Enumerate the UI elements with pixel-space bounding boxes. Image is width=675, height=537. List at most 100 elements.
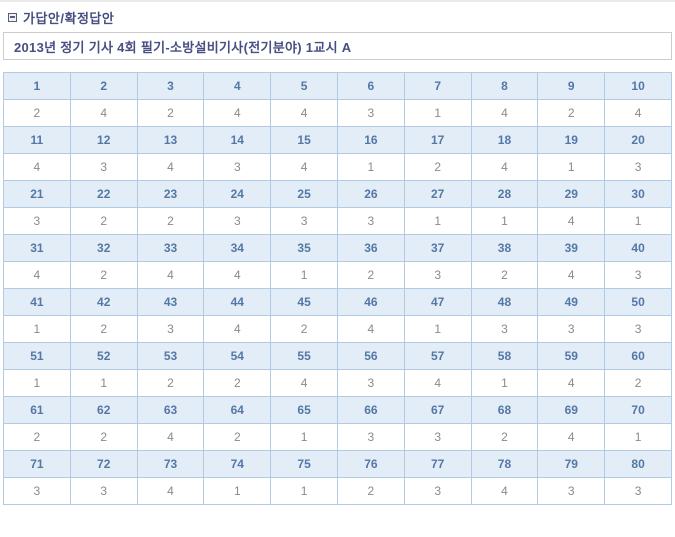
- question-number-cell: 58: [470, 342, 539, 370]
- answer-cell: 2: [203, 423, 272, 451]
- question-number-row: 11 12 13 14 15 16 17 18 19 20: [3, 126, 672, 154]
- question-number-cell: 38: [470, 234, 539, 262]
- answer-cell: 2: [336, 261, 405, 289]
- answer-cell: 2: [470, 423, 539, 451]
- question-number-cell: 52: [69, 342, 138, 370]
- question-number-row: 51 52 53 54 55 56 57 58 59 60: [3, 342, 672, 370]
- answer-cell: 3: [69, 153, 138, 181]
- answer-cell: 1: [403, 207, 472, 235]
- question-number-cell: 10: [604, 72, 672, 100]
- answer-cell: 4: [136, 477, 205, 505]
- answer-cell: 3: [403, 423, 472, 451]
- answer-cell: 1: [537, 153, 606, 181]
- answer-cell: 2: [136, 99, 205, 127]
- question-number-cell: 9: [537, 72, 606, 100]
- answer-cell: 4: [136, 261, 205, 289]
- answer-cell: 3: [136, 315, 205, 343]
- answer-cell: 2: [3, 423, 71, 451]
- question-number-cell: 39: [537, 234, 606, 262]
- question-number-cell: 56: [336, 342, 405, 370]
- answer-cell: 2: [537, 99, 606, 127]
- question-number-cell: 24: [203, 180, 272, 208]
- answer-cell: 1: [403, 99, 472, 127]
- question-number-cell: 72: [69, 450, 138, 478]
- answer-cell: 2: [270, 315, 338, 343]
- answer-cell: 4: [270, 99, 338, 127]
- answer-table: 1 2 3 4 5 6 7 8 9 10 2 4 2 4 4 3 1 4 2 4 11 12 13 14 15 16 17 18 19 2…: [3, 72, 672, 505]
- answer-cell: 3: [3, 477, 71, 505]
- question-number-cell: 70: [604, 396, 672, 424]
- answer-cell: 1: [270, 477, 338, 505]
- question-number-cell: 13: [136, 126, 205, 154]
- answer-cell: 1: [470, 207, 539, 235]
- answer-cell: 2: [203, 369, 272, 397]
- answer-cell: 3: [203, 207, 272, 235]
- question-number-cell: 30: [604, 180, 672, 208]
- question-number-cell: 22: [69, 180, 138, 208]
- question-number-cell: 18: [470, 126, 539, 154]
- answer-cell: 3: [604, 261, 672, 289]
- answer-cell: 3: [69, 477, 138, 505]
- question-number-cell: 31: [3, 234, 71, 262]
- answer-cell: 2: [69, 315, 138, 343]
- answer-cell: 4: [537, 261, 606, 289]
- question-number-cell: 20: [604, 126, 672, 154]
- question-number-cell: 78: [470, 450, 539, 478]
- question-number-cell: 60: [604, 342, 672, 370]
- question-number-cell: 44: [203, 288, 272, 316]
- question-number-cell: 35: [270, 234, 338, 262]
- question-number-cell: 1: [3, 72, 71, 100]
- question-number-cell: 17: [403, 126, 472, 154]
- question-number-cell: 23: [136, 180, 205, 208]
- answer-cell: 4: [270, 153, 338, 181]
- question-number-cell: 46: [336, 288, 405, 316]
- question-number-cell: 48: [470, 288, 539, 316]
- answer-cell: 3: [336, 99, 405, 127]
- answer-cell: 4: [470, 153, 539, 181]
- question-number-cell: 16: [336, 126, 405, 154]
- question-number-cell: 68: [470, 396, 539, 424]
- question-number-cell: 14: [203, 126, 272, 154]
- question-number-cell: 63: [136, 396, 205, 424]
- question-number-cell: 54: [203, 342, 272, 370]
- answer-cell: 3: [336, 207, 405, 235]
- answer-cell: 3: [470, 315, 539, 343]
- answer-cell: 1: [470, 369, 539, 397]
- question-number-cell: 50: [604, 288, 672, 316]
- answer-cell: 2: [69, 207, 138, 235]
- answer-cell: 2: [136, 207, 205, 235]
- question-number-cell: 32: [69, 234, 138, 262]
- answer-cell: 4: [203, 261, 272, 289]
- answer-cell: 2: [403, 153, 472, 181]
- question-number-cell: 2: [69, 72, 138, 100]
- answer-cell: 3: [336, 369, 405, 397]
- answer-cell: 2: [136, 369, 205, 397]
- question-number-cell: 15: [270, 126, 338, 154]
- question-number-cell: 12: [69, 126, 138, 154]
- question-number-cell: 42: [69, 288, 138, 316]
- answer-cell: 2: [470, 261, 539, 289]
- section-header: 가답안/확정답안: [0, 2, 675, 26]
- question-number-cell: 80: [604, 450, 672, 478]
- answer-cell: 4: [336, 315, 405, 343]
- answer-table-body: 1 2 3 4 5 6 7 8 9 10 2 4 2 4 4 3 1 4 2 4 11 12 13 14 15 16 17 18 19 2…: [3, 72, 672, 505]
- question-number-cell: 76: [336, 450, 405, 478]
- question-number-cell: 33: [136, 234, 205, 262]
- question-number-cell: 3: [136, 72, 205, 100]
- question-number-cell: 11: [3, 126, 71, 154]
- answer-cell: 4: [537, 207, 606, 235]
- question-number-cell: 47: [403, 288, 472, 316]
- question-number-cell: 57: [403, 342, 472, 370]
- question-number-cell: 65: [270, 396, 338, 424]
- question-number-cell: 51: [3, 342, 71, 370]
- question-number-row: 21 22 23 24 25 26 27 28 29 30: [3, 180, 672, 208]
- answer-cell: 4: [537, 423, 606, 451]
- question-number-row: 31 32 33 34 35 36 37 38 39 40: [3, 234, 672, 262]
- answer-cell: 2: [604, 369, 672, 397]
- answer-cell: 4: [136, 153, 205, 181]
- question-number-row: 71 72 73 74 75 76 77 78 79 80: [3, 450, 672, 478]
